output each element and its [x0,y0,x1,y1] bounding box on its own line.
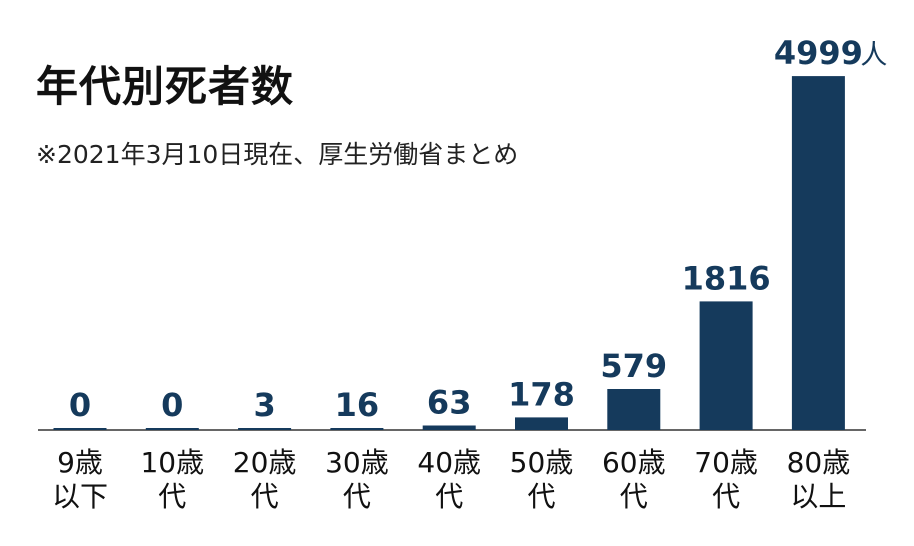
bar-5 [515,417,568,430]
category-label-3-line-0: 30歳 [325,446,389,479]
chart-subtitle: ※2021年3月10日現在、厚生労働省まとめ [36,140,519,169]
value-label-7: 1816 [682,259,771,297]
value-label-8: 4999 [774,34,863,72]
category-label-0-line-1: 以下 [52,480,108,513]
unit-label: 人 [860,40,887,71]
category-label-8-line-1: 以上 [790,480,846,513]
category-label-5-line-0: 50歳 [510,446,574,479]
value-label-3: 16 [335,386,380,424]
bar-7 [699,301,753,430]
bar-8 [791,76,845,430]
bar-0 [53,428,107,430]
value-label-4: 63 [427,384,472,422]
category-label-0-line-0: 9歳 [57,446,103,479]
category-label-6-line-1: 代 [620,480,648,513]
category-label-5-line-1: 代 [527,480,555,513]
value-label-5: 178 [508,375,575,413]
category-label-2-line-0: 20歳 [233,446,297,479]
category-label-1-line-1: 代 [158,480,186,513]
value-label-0: 0 [69,386,91,424]
category-label-6-line-0: 60歳 [602,446,666,479]
bar-2 [238,428,292,430]
value-label-2: 3 [253,386,275,424]
category-label-3-line-1: 代 [343,480,371,513]
bar-4 [422,425,476,430]
category-label-4-line-1: 代 [435,480,463,513]
value-label-1: 0 [161,386,183,424]
chart-title: 年代別死者数 [36,62,295,111]
category-label-4-line-0: 40歳 [417,446,481,479]
bar-6 [607,389,661,430]
bar-1 [145,428,199,430]
category-label-2-line-1: 代 [251,480,279,513]
category-label-1-line-0: 10歳 [140,446,204,479]
value-label-6: 579 [600,347,667,385]
category-label-7-line-0: 70歳 [694,446,758,479]
category-label-8-line-0: 80歳 [787,446,851,479]
category-label-7-line-1: 代 [712,480,740,513]
bar-3 [330,428,384,430]
